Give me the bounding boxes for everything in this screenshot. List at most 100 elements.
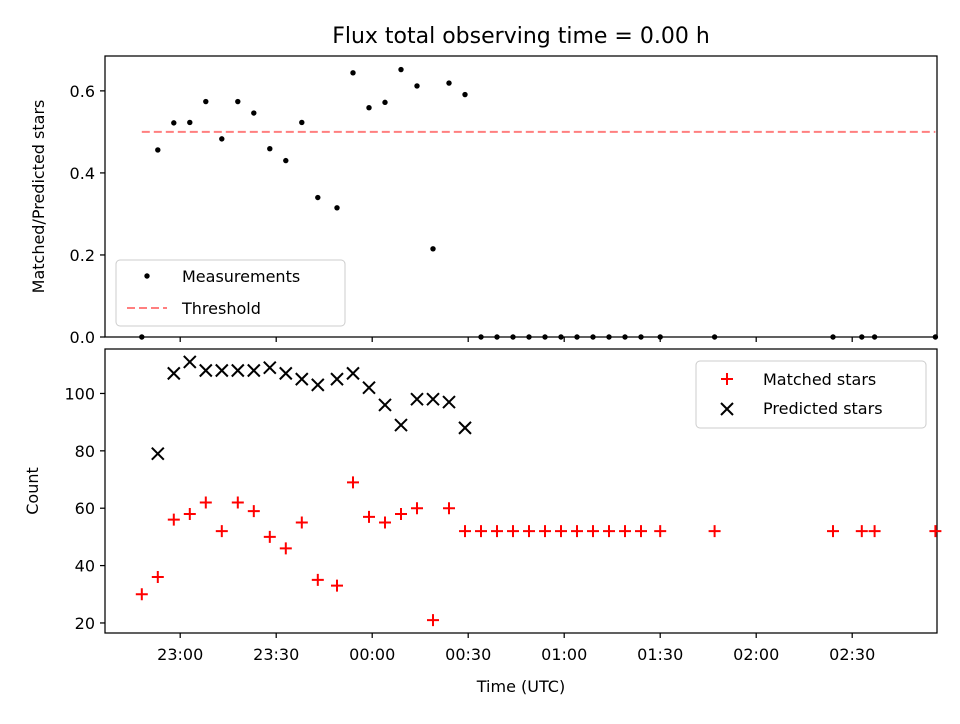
predicted-point — [279, 366, 293, 381]
x-tick-label: 00:30 — [445, 645, 491, 664]
matched-point — [279, 542, 292, 555]
matched-point — [555, 525, 567, 538]
matched-point — [855, 525, 868, 538]
y-tick-label: 60 — [75, 499, 95, 518]
matched-point — [135, 588, 148, 601]
matched-point — [929, 525, 942, 538]
measurement-point — [494, 334, 500, 340]
matched-point — [507, 525, 519, 538]
measurement-point — [590, 334, 596, 340]
measurement-point — [267, 146, 273, 152]
predicted-point — [167, 366, 181, 381]
matched-point — [475, 525, 487, 538]
predicted-point — [346, 366, 360, 381]
y-tick-label: 100 — [64, 384, 95, 403]
x-tick-label: 23:00 — [157, 645, 203, 664]
predicted-point — [442, 395, 456, 409]
axes-frame-1 — [104, 348, 938, 634]
predicted-point — [183, 355, 197, 369]
legend-marker-matched — [721, 373, 733, 385]
measurement-point — [932, 334, 939, 340]
matched-point — [151, 571, 164, 584]
x-tick-label: 00:00 — [349, 645, 395, 664]
matched-point — [539, 525, 551, 538]
legend-label-threshold: Threshold — [181, 299, 261, 318]
legend-marker-predicted — [720, 402, 734, 416]
x-tick-label: 01:00 — [541, 645, 587, 664]
measurement-point — [251, 110, 257, 116]
predicted-point — [151, 446, 165, 461]
matched-point — [199, 496, 212, 509]
matched-point — [263, 530, 276, 543]
predicted-point — [231, 363, 245, 378]
measurement-point — [830, 334, 836, 340]
y-axis-label: Count — [23, 467, 42, 515]
matched-point — [395, 507, 407, 520]
y-tick-label: 0.4 — [70, 164, 95, 183]
predicted-point — [215, 363, 229, 378]
x-tick-label: 02:00 — [733, 645, 779, 664]
measurement-point — [155, 147, 161, 153]
measurement-point — [350, 70, 356, 76]
matched-point — [459, 525, 471, 538]
matched-point — [411, 502, 423, 515]
measurement-point — [542, 334, 548, 340]
measurement-point — [235, 98, 241, 105]
legend-label-measurements: Measurements — [182, 267, 300, 286]
matched-point — [635, 525, 647, 538]
measurement-point — [526, 334, 532, 340]
measurement-point — [219, 136, 225, 142]
measurement-point — [382, 99, 388, 106]
matched-point — [215, 525, 228, 538]
matched-point — [231, 496, 244, 509]
y-axis-label: Matched/Predicted stars — [29, 100, 48, 294]
predicted-point — [295, 372, 309, 386]
y-tick-label: 80 — [75, 442, 95, 461]
x-axis-label: Time (UTC) — [476, 677, 565, 696]
matched-point — [363, 510, 375, 523]
matched-point — [523, 525, 535, 538]
y-tick-label: 0.2 — [70, 246, 95, 265]
matched-point — [827, 525, 839, 538]
matched-point — [295, 516, 308, 529]
measurement-point — [711, 334, 718, 340]
matched-point — [491, 525, 503, 538]
measurement-point — [315, 194, 321, 201]
matched-point — [619, 525, 631, 538]
legend-box-bottom — [695, 360, 927, 429]
measurement-point — [622, 334, 628, 340]
matched-point — [167, 513, 180, 526]
measurement-point — [558, 334, 564, 340]
x-tick-label: 01:30 — [637, 645, 683, 664]
measurement-point — [510, 334, 516, 340]
predicted-point — [362, 381, 376, 395]
matched-point — [183, 507, 196, 520]
predicted-point — [199, 363, 213, 378]
y-tick-label: 0.6 — [70, 82, 95, 101]
measurement-point — [414, 83, 420, 89]
matched-point — [427, 614, 439, 627]
matched-point — [571, 525, 583, 538]
predicted-point — [311, 378, 325, 392]
measurement-point — [638, 334, 644, 340]
measurement-point — [871, 334, 878, 340]
matched-point — [311, 573, 324, 586]
measurement-point — [187, 119, 193, 126]
predicted-point — [458, 421, 472, 435]
y-tick-label: 40 — [75, 557, 95, 576]
x-tick-label: 23:30 — [253, 645, 299, 664]
measurement-point — [657, 334, 663, 340]
predicted-point — [247, 363, 261, 378]
measurement-point — [606, 334, 612, 340]
predicted-point — [394, 418, 408, 432]
matched-point — [603, 525, 615, 538]
matched-point — [443, 502, 455, 515]
measurement-point — [574, 334, 580, 340]
y-tick-label: 20 — [75, 614, 95, 633]
measurement-point — [283, 157, 289, 164]
measurement-point — [139, 334, 145, 340]
legend-label-matched: Matched stars — [763, 370, 876, 389]
predicted-point — [263, 360, 277, 375]
measurement-point — [366, 104, 372, 111]
